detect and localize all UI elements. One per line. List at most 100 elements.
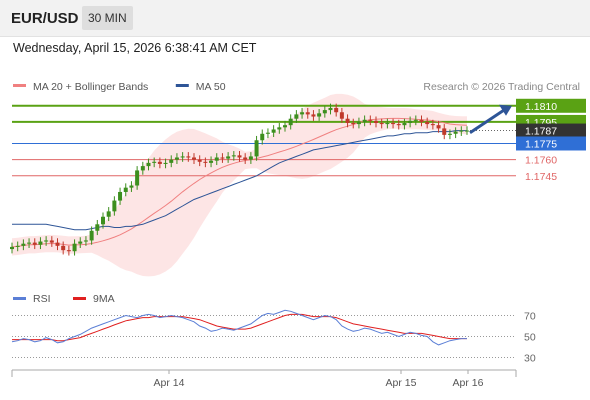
candle-body <box>368 119 373 121</box>
candle-body <box>21 243 26 246</box>
candle-body <box>101 216 105 225</box>
candle-body <box>140 166 145 171</box>
candle-body <box>95 224 100 231</box>
candle-body <box>186 156 191 158</box>
candle-body <box>248 156 253 160</box>
candle-body <box>180 156 185 158</box>
candle-body <box>447 133 452 135</box>
rsi-ma-line <box>12 313 467 342</box>
candle-body <box>413 119 418 121</box>
candle-body <box>209 160 214 163</box>
candle-body <box>129 185 134 188</box>
rsi-line <box>11 309 467 346</box>
candle-body <box>163 162 168 164</box>
candle-body <box>425 121 430 125</box>
candle-body <box>328 107 333 111</box>
candle-body <box>10 246 14 250</box>
candle-body <box>237 155 242 158</box>
candle-body <box>362 119 367 122</box>
legend-label-ma20: MA 20 + Bollinger Bands <box>33 81 148 93</box>
candle-body <box>32 242 37 245</box>
candle-body <box>442 128 447 135</box>
candle-body <box>374 120 378 124</box>
symbol-title: EUR/USD <box>11 10 79 27</box>
rsi-legend-swatch-rsi_ma <box>73 297 86 300</box>
level-label-bg-2 <box>516 123 586 138</box>
rsi-legend-label-rsi: RSI <box>33 293 51 305</box>
candle-body <box>408 120 413 124</box>
candle-body <box>385 123 390 125</box>
candle-body <box>27 242 32 244</box>
projection-arrow-head <box>499 104 512 116</box>
candle-body <box>294 114 299 119</box>
legend-swatch-ma20 <box>13 84 26 87</box>
projection-arrow-shaft <box>469 107 507 134</box>
candle-body <box>356 121 361 125</box>
legend-swatch-ma50 <box>175 84 189 87</box>
candle-body <box>89 230 94 241</box>
candle-body <box>305 112 310 115</box>
candle-body <box>15 245 20 247</box>
candle-body <box>61 245 66 251</box>
candle-body <box>391 123 396 125</box>
candle-body <box>214 157 219 161</box>
candle-body <box>436 125 441 129</box>
rsi-legend-swatch-rsi <box>13 297 26 300</box>
candle-body <box>169 159 174 163</box>
level-label-3: 1.1775 <box>525 138 557 150</box>
candle-body <box>254 140 259 157</box>
attribution-text: Research © 2026 Trading Central <box>423 81 580 93</box>
level-label-4: 1.1760 <box>525 155 557 167</box>
candle-body <box>174 157 179 160</box>
ma50-line <box>12 130 467 231</box>
candle-body <box>192 157 196 160</box>
candle-body <box>459 130 464 132</box>
candle-body <box>277 127 282 130</box>
candle-body <box>78 241 83 244</box>
rsi-tick-70: 70 <box>524 311 536 323</box>
candle-body <box>152 161 157 163</box>
rsi-tick-30: 30 <box>524 353 536 365</box>
x-tick-label-1: Apr 15 <box>386 377 417 389</box>
bollinger-band <box>12 93 467 277</box>
candle-body <box>379 123 384 125</box>
rsi-tick-50: 50 <box>524 332 536 344</box>
timestamp: Wednesday, April 15, 2026 6:38:41 AM CET <box>13 41 257 55</box>
candle-body <box>265 132 270 134</box>
candle-body <box>419 119 424 122</box>
candle-body <box>106 211 111 217</box>
candle-body <box>334 107 339 113</box>
candle-body <box>453 131 458 134</box>
x-tick-label-2: Apr 16 <box>453 377 484 389</box>
candle-body <box>38 241 43 245</box>
candle-body <box>226 156 231 159</box>
level-label-5: 1.1745 <box>525 171 557 183</box>
candle-body <box>271 129 276 133</box>
candle-body <box>157 161 162 164</box>
candle-body <box>300 112 305 115</box>
level-label-bg-3 <box>516 136 586 151</box>
interval-button[interactable]: 30 MIN <box>82 6 133 30</box>
level-label-2: 1.1787 <box>525 126 557 138</box>
candle-body <box>118 191 123 201</box>
candle-body <box>55 242 60 246</box>
candle-body <box>430 124 435 126</box>
candle-body <box>49 240 54 243</box>
candle-body <box>283 125 287 128</box>
candle-body <box>317 113 322 117</box>
rsi-legend-label-rsi_ma: 9MA <box>93 293 115 305</box>
candle-body <box>231 155 236 157</box>
candle-body <box>123 187 128 192</box>
candle-body <box>311 114 316 117</box>
candle-body <box>288 118 293 126</box>
x-tick-label-0: Apr 14 <box>154 377 185 389</box>
chart-header: EUR/USD 30 MIN <box>0 0 590 37</box>
candle-body <box>146 162 151 167</box>
candle-body <box>66 250 71 252</box>
candle-body <box>112 200 117 212</box>
level-label-0: 1.1810 <box>525 101 557 113</box>
candle-body <box>465 130 469 132</box>
candle-body <box>339 112 344 119</box>
candle-body <box>351 123 356 125</box>
candle-body <box>83 240 88 242</box>
